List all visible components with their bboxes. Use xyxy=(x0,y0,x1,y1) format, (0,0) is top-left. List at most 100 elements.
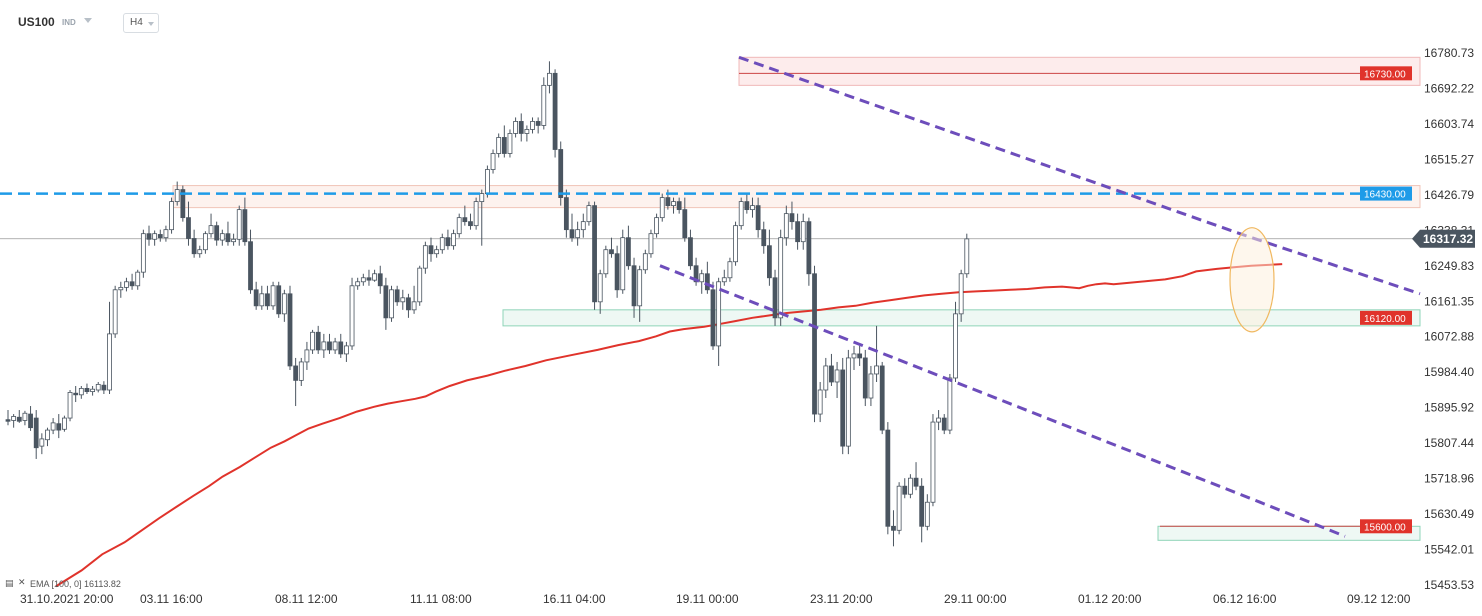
candle xyxy=(964,233,970,278)
candle-body xyxy=(626,237,631,267)
y-tick-label: 15630.49 xyxy=(1424,507,1474,521)
price-tag-bg xyxy=(1360,310,1412,325)
close-icon[interactable]: ✕ xyxy=(18,577,26,587)
candle xyxy=(676,197,682,214)
candle xyxy=(812,265,817,423)
current-price-tag: 16317.32 xyxy=(1412,229,1475,248)
candle xyxy=(845,349,851,455)
candle xyxy=(270,281,276,310)
candle-body xyxy=(620,237,626,291)
candle-body xyxy=(327,341,332,351)
candle xyxy=(417,265,423,306)
candle xyxy=(941,414,947,435)
candle-body xyxy=(648,233,654,255)
candle xyxy=(530,117,535,134)
candle-body xyxy=(524,129,530,134)
candle-body xyxy=(411,301,417,311)
x-tick-label: 29.11 00:00 xyxy=(944,592,1007,606)
candle xyxy=(592,201,597,310)
candle-body xyxy=(90,388,95,393)
candle-body xyxy=(135,271,141,287)
candle-body xyxy=(101,384,107,391)
candle xyxy=(716,277,722,366)
candle-body xyxy=(62,417,67,430)
x-tick-label: 16.11 04:00 xyxy=(543,592,606,606)
candle-body xyxy=(919,485,925,527)
candle xyxy=(28,406,33,431)
candle-body xyxy=(253,289,259,307)
timeframe-select[interactable]: H4 xyxy=(123,13,159,33)
candle-body xyxy=(208,225,214,235)
candle xyxy=(456,213,462,238)
candle-body xyxy=(569,229,575,239)
chart-toolbar: US100 IND H4 xyxy=(0,0,1420,44)
candle-body xyxy=(603,249,609,275)
candle-body xyxy=(225,233,231,243)
candle-body xyxy=(45,429,50,441)
candle xyxy=(180,185,186,222)
x-tick-label: 03.11 16:00 xyxy=(140,592,203,606)
candle-body xyxy=(451,233,456,247)
candle-body xyxy=(281,293,287,315)
candle-body xyxy=(107,333,112,391)
candle xyxy=(682,197,688,242)
candle-body xyxy=(789,213,795,223)
candle xyxy=(851,345,857,370)
candle-body xyxy=(315,331,321,351)
candle xyxy=(287,285,293,370)
candle xyxy=(913,462,919,491)
candle-body xyxy=(761,229,767,247)
candle-body xyxy=(580,221,586,231)
candle xyxy=(50,418,56,435)
candle-body xyxy=(84,387,90,393)
candle xyxy=(462,205,468,226)
x-tick-label: 23.11 20:00 xyxy=(810,592,873,606)
candle-body xyxy=(721,277,727,283)
candle-body xyxy=(778,237,784,319)
candle xyxy=(930,414,936,507)
candle xyxy=(597,269,603,314)
candle-body xyxy=(304,349,310,363)
price-tag-bg xyxy=(1360,519,1412,534)
candle-body xyxy=(671,201,676,207)
candle-body xyxy=(541,84,547,126)
candle xyxy=(174,181,180,206)
candle xyxy=(451,229,456,250)
candles-layer xyxy=(5,61,970,547)
candle xyxy=(704,261,710,294)
candle-body xyxy=(642,253,648,271)
resistance-zone-mid xyxy=(172,185,1421,209)
candle-body xyxy=(947,377,953,431)
candle-body xyxy=(552,72,558,150)
candle xyxy=(197,245,203,258)
candle-body xyxy=(530,121,535,130)
price-tag-text: 15600.00 xyxy=(1364,522,1406,533)
chevron-down-icon[interactable] xyxy=(84,18,92,23)
candle-body xyxy=(462,217,468,223)
candle-body xyxy=(39,438,45,447)
candle xyxy=(298,357,304,386)
candle-body xyxy=(202,233,208,251)
candle xyxy=(654,213,659,238)
candle-body xyxy=(851,353,857,359)
candle-body xyxy=(298,361,304,381)
candle-body xyxy=(422,245,428,269)
legend-chart-icon[interactable]: ▤ xyxy=(5,578,14,588)
candle xyxy=(755,197,761,238)
candle-body xyxy=(862,357,868,399)
x-axis: 31.10.2021 20:00 03.11 16:00 08.11 12:00 11… xyxy=(20,592,1411,606)
candle-body xyxy=(349,285,355,347)
y-tick-label: 16603.74 xyxy=(1424,117,1474,131)
candle xyxy=(118,281,124,298)
candle-body xyxy=(439,237,445,251)
symbol-label[interactable]: US100 xyxy=(18,15,55,29)
candle-body xyxy=(197,249,203,255)
x-tick-label: 31.10.2021 20:00 xyxy=(20,592,114,606)
candle-body xyxy=(428,245,434,255)
candle-body xyxy=(507,133,513,154)
price-tag: 16730.00 xyxy=(1360,66,1412,81)
candle-body xyxy=(496,137,502,154)
candle-body xyxy=(654,217,659,235)
candle-body xyxy=(468,221,473,227)
